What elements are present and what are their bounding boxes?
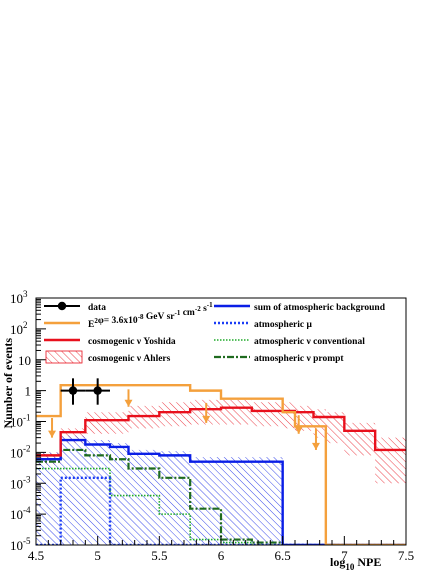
y-tick-label-exp-3: -2 (23, 443, 31, 453)
x-tick-label-3: 6 (218, 548, 225, 563)
x-tick-label-0: 4.5 (28, 548, 44, 563)
x-tick-label-1: 5 (94, 548, 101, 563)
upper-limit-arrow-head-2 (202, 415, 211, 423)
x-tick-label-5: 7 (341, 548, 348, 563)
legend-label-1: E2φ= 3.6x10-8 GeV sr-1 cm-2 s-1 (88, 301, 213, 330)
y-tick-label-exp-7: 2 (23, 320, 28, 330)
upper-limit-arrow-head-0 (48, 430, 57, 438)
series-line-6 (36, 467, 406, 545)
data-point-1 (93, 386, 102, 395)
x-tick-label-4: 6.5 (275, 548, 291, 563)
series-line-4 (36, 438, 406, 545)
upper-limit-arrow-head-4 (311, 442, 320, 450)
x-axis-label: log10 NPE (330, 555, 381, 572)
upper-limit-arrow-head-3 (294, 426, 303, 434)
series-line-1 (36, 383, 406, 545)
legend-label-4: sum of atmospheric background (254, 303, 386, 313)
y-tick-label-0: 10 (10, 538, 23, 553)
legend-label-2: cosmogenic ν Yoshida (88, 337, 176, 347)
y-tick-label-1: 10 (10, 507, 23, 522)
legend-label-6: atmospheric ν conventional (254, 337, 365, 347)
data-point-0 (68, 386, 78, 395)
y-tick-label-exp-8: 3 (23, 289, 28, 299)
legend-swatch-marker-0 (57, 301, 67, 311)
y-tick-label-4: 10 (10, 415, 23, 430)
y-tick-label-8: 10 (10, 291, 23, 306)
y-axis-label: Number of events (1, 338, 15, 429)
y-tick-label-6: 10 (18, 353, 31, 368)
x-tick-label-2: 5.5 (151, 548, 167, 563)
y-tick-label-exp-0: -5 (23, 536, 31, 546)
series-line-7 (36, 448, 406, 545)
upper-limit-arrow-head-1 (124, 399, 133, 407)
series-line-2 (36, 406, 406, 457)
legend-label-5: atmospheric μ (254, 320, 313, 330)
y-tick-label-exp-2: -3 (23, 474, 31, 484)
y-tick-label-7: 10 (10, 322, 23, 337)
y-tick-label-exp-4: -1 (23, 413, 31, 423)
legend-label-3: cosmogenic ν Ahlers (88, 354, 171, 364)
x-tick-label-6: 7.5 (398, 548, 414, 563)
legend-label-0: data (88, 303, 106, 313)
legend-label-7: atmospheric ν prompt (254, 354, 344, 364)
legend-swatch-3 (45, 350, 83, 364)
y-tick-label-exp-1: -4 (23, 505, 31, 515)
y-tick-label-2: 10 (10, 476, 23, 491)
y-tick-label-3: 10 (10, 445, 23, 460)
y-tick-label-5: 1 (25, 384, 32, 399)
